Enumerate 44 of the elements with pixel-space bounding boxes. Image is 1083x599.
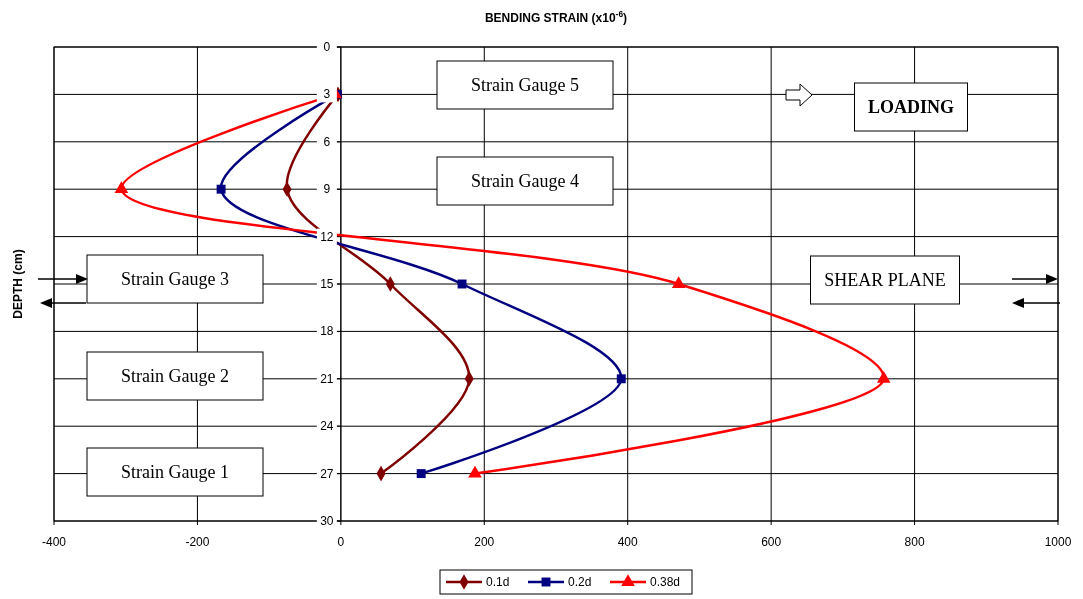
y-tick-label: 3 (323, 87, 331, 102)
annotation: Strain Gauge 4 (471, 171, 579, 191)
annotation: LOADING (867, 97, 955, 117)
x-tick-label: 800 (904, 535, 925, 549)
annotation: Strain Gauge 3 (121, 269, 229, 289)
point (114, 181, 129, 194)
legend-label: 0.1d (486, 575, 510, 589)
text-box: LOADING (854, 82, 968, 132)
x-tick-label: 400 (617, 535, 639, 549)
annotation: SHEAR PLANE (824, 270, 946, 290)
annotation: Strain Gauge 5 (471, 75, 579, 95)
text-box: Strain Gauge 1 (86, 447, 264, 497)
annotation: Strain Gauge 1 (121, 462, 229, 482)
y-tick-label: 27 (320, 466, 334, 481)
text-box: Strain Gauge 3 (86, 254, 264, 304)
x-axis-title: BENDING STRAIN (x10$^{-6}$) (484, 9, 628, 25)
y-tick-label: 18 (320, 324, 334, 339)
x-tick-label: -200 (185, 535, 210, 549)
point (457, 279, 467, 289)
text-box: Strain Gauge 2 (86, 351, 264, 401)
x-tick-label: -400 (41, 535, 67, 549)
x-tick-label: 200 (474, 535, 495, 549)
point (216, 184, 226, 194)
legend-label: 0.2d (568, 575, 592, 589)
annotation: Strain Gauge 2 (121, 366, 229, 386)
legend-label: 0.38d (650, 575, 681, 589)
y-tick-label: 12 (320, 229, 334, 244)
y-tick-label: 9 (323, 182, 331, 197)
y-tick-label: 15 (320, 277, 334, 291)
text-box: Strain Gauge 4 (436, 156, 614, 206)
x-tick-label: 0 (337, 535, 345, 549)
y-axis-title: DEPTH (cm) (11, 249, 25, 319)
y-tick-label: 0 (323, 40, 331, 54)
x-tick-label: 1000 (1044, 535, 1072, 549)
x-tick-label: 600 (761, 535, 782, 549)
y-tick-label: 6 (323, 134, 331, 149)
y-tick-label: 21 (320, 371, 334, 386)
text-box: SHEAR PLANE (810, 255, 960, 305)
y-tick-label: 30 (320, 514, 334, 528)
point (616, 374, 626, 384)
point (416, 469, 426, 479)
text-box: Strain Gauge 5 (436, 60, 614, 110)
point (671, 276, 686, 288)
y-tick-label: 24 (320, 419, 334, 434)
